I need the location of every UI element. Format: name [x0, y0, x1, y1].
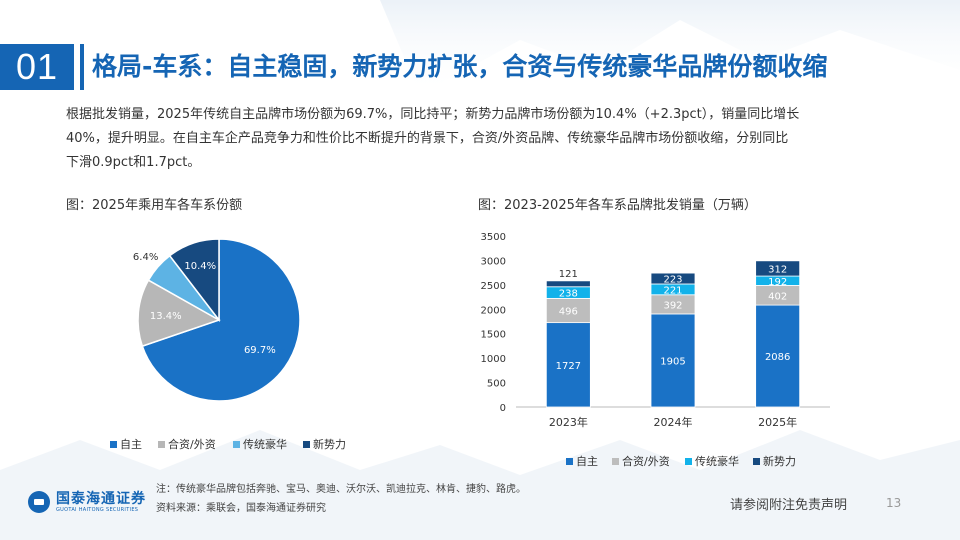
pie-data-label: 10.4% — [184, 261, 216, 272]
legend-label: 新势力 — [313, 437, 346, 451]
logo-text-cn: 国泰海通证券 — [56, 490, 146, 507]
pie-data-label: 13.4% — [150, 311, 182, 322]
y-tick-label: 1500 — [481, 330, 506, 341]
y-tick-label: 1000 — [481, 354, 506, 365]
legend-swatch — [612, 458, 619, 465]
pie-data-label: 6.4% — [133, 252, 158, 263]
y-tick-label: 2000 — [481, 305, 506, 316]
legend-label: 自主 — [576, 455, 598, 468]
bar-segment — [650, 272, 696, 285]
page-number: 13 — [886, 496, 902, 510]
summary-line: 根据批发销量，2025年传统自主品牌市场份额为69.7%，同比持平；新势力品牌市… — [66, 107, 800, 122]
legend-label: 传统豪华 — [695, 454, 739, 468]
bar-data-label: 192 — [768, 277, 787, 288]
y-tick-label: 500 — [487, 379, 506, 390]
bar-data-label: 238 — [559, 289, 578, 300]
disclaimer-link[interactable]: 请参阅附注免责声明 — [730, 498, 848, 513]
logo-text-en: GUOTAI HAITONG SECURITIES — [56, 506, 139, 513]
stacked-bar-chart: 0 500 1000 1500 2000 2500 3000 3500 1727 496 238 12… — [481, 232, 830, 468]
bar-data-label: 496 — [559, 307, 578, 318]
x-tick-label: 2024年 — [654, 415, 693, 429]
bar-data-label: 121 — [559, 269, 578, 280]
legend-label: 合资/外资 — [622, 454, 670, 468]
legend-label: 自主 — [120, 438, 142, 451]
legend-swatch — [303, 441, 310, 448]
bar-data-label: 392 — [663, 300, 682, 311]
y-tick-label: 0 — [500, 403, 506, 414]
bar-chart-title: 图：2023-2025年各车系品牌批发销量（万辆） — [478, 198, 757, 213]
bar-data-label: 2086 — [765, 352, 790, 363]
summary-line: 40%，提升明显。在自主车企产品竞争力和性价比不断提升的背景下，合资/外资品牌、… — [66, 131, 789, 146]
bar-data-label: 1905 — [660, 356, 685, 367]
footnote: 注：传统豪华品牌包括奔驰、宝马、奥迪、沃尔沃、凯迪拉克、林肯、捷豹、路虎。 — [156, 484, 526, 495]
page-title: 格局-车系：自主稳固，新势力扩张，合资与传统豪华品牌份额收缩 — [92, 52, 828, 81]
bar-segment — [545, 322, 591, 408]
legend-swatch — [685, 458, 692, 465]
legend-swatch — [753, 458, 760, 465]
bar-data-label: 312 — [768, 264, 787, 275]
bar-data-label: 221 — [663, 285, 682, 296]
x-tick-label: 2025年 — [758, 415, 797, 429]
section-divider — [80, 44, 84, 90]
legend-swatch — [566, 458, 573, 465]
bar-data-label: 223 — [663, 275, 682, 286]
bar-data-label: 1727 — [556, 361, 581, 372]
company-logo: 国泰海通证券 GUOTAI HAITONG SECURITIES — [28, 490, 146, 514]
pie-slice — [141, 238, 301, 402]
pie-chart: 69.7% 13.4% 6.4% 10.4% 自主 合资/外资 传统豪华 新势力 — [110, 238, 346, 451]
summary-paragraph: 根据批发销量，2025年传统自主品牌市场份额为69.7%，同比持平；新势力品牌市… — [66, 103, 906, 175]
pie-slice — [168, 238, 220, 323]
source-note: 资料来源：乘联会，国泰海通证券研究 — [156, 503, 326, 514]
bar-data-label: 402 — [768, 291, 787, 302]
legend-label: 合资/外资 — [168, 437, 216, 451]
bar-segment — [650, 313, 696, 408]
legend-swatch — [158, 441, 165, 448]
y-tick-label: 3000 — [481, 256, 506, 267]
pie-slice — [137, 279, 221, 348]
bar-segment — [545, 297, 591, 324]
summary-line: 下滑0.9pct和1.7pct。 — [66, 155, 201, 170]
legend-swatch — [233, 441, 240, 448]
pie-chart-title: 图：2025年乘用车各车系份额 — [66, 198, 243, 213]
bar-segment — [755, 260, 801, 277]
legend-label: 新势力 — [763, 454, 796, 468]
bar-segment — [545, 280, 591, 288]
logo-icon — [28, 491, 50, 513]
section-number: 01 — [0, 44, 74, 90]
pie-data-label: 69.7% — [244, 345, 276, 356]
legend-swatch — [110, 441, 117, 448]
y-tick-label: 3500 — [481, 232, 506, 243]
x-tick-label: 2023年 — [549, 415, 588, 429]
y-tick-label: 2500 — [481, 281, 506, 292]
legend-label: 传统豪华 — [243, 437, 287, 451]
